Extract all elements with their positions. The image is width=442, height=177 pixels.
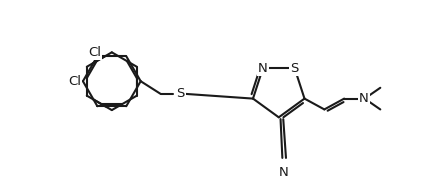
Text: N: N xyxy=(278,166,288,177)
Text: N: N xyxy=(359,92,369,105)
Text: Cl: Cl xyxy=(88,46,101,59)
Text: Cl: Cl xyxy=(68,75,81,88)
Text: S: S xyxy=(176,87,185,100)
Text: S: S xyxy=(290,62,299,75)
Text: N: N xyxy=(258,62,268,75)
